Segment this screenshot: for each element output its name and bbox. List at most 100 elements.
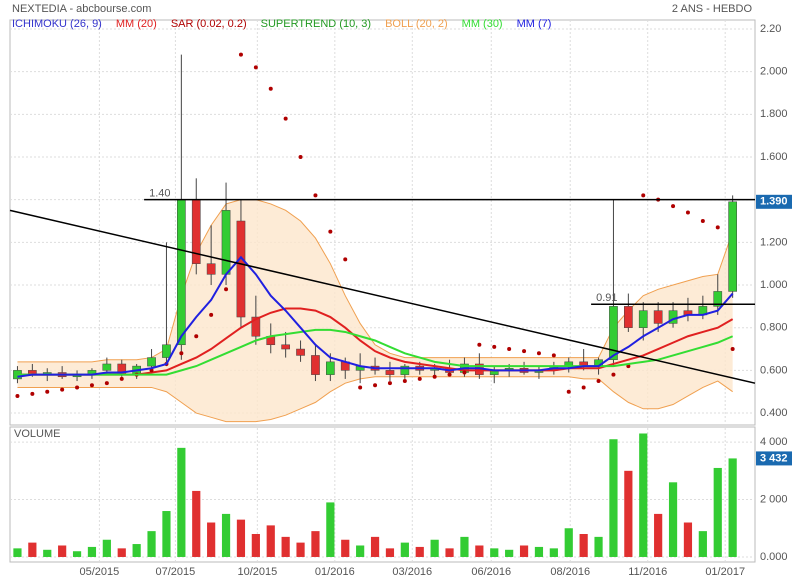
volume-bar <box>311 531 320 557</box>
volume-bar <box>415 546 424 557</box>
x-tick-label: 05/2015 <box>80 566 120 578</box>
volume-bar <box>147 531 156 557</box>
sar-dot <box>104 381 109 386</box>
bollinger-lower <box>17 376 733 423</box>
sar-dot <box>313 193 318 198</box>
sar-dot <box>30 391 35 396</box>
chart-title: NEXTEDIA - abcbourse.com <box>12 3 151 15</box>
sar-dot <box>253 65 258 70</box>
legend-entry: MM (20) <box>116 18 157 30</box>
sar-dot <box>343 257 348 262</box>
legend-entry: MM (30) <box>462 18 503 30</box>
candle-body <box>624 306 633 328</box>
candle-body <box>311 355 320 375</box>
volume-bar <box>207 522 216 557</box>
last-value-label: 3 432 <box>760 452 788 464</box>
volume-bar <box>296 542 305 557</box>
last-value-tag <box>756 451 792 466</box>
candle-body <box>147 357 156 367</box>
sar-dot <box>209 312 214 317</box>
sar-dot <box>730 347 735 352</box>
sar-dot <box>15 393 20 398</box>
volume-bar <box>579 534 588 557</box>
level-label: 1.40 <box>149 188 170 200</box>
volume-bar <box>221 513 231 557</box>
sar-dot <box>238 52 243 57</box>
sar-dot <box>402 379 407 384</box>
volume-bar <box>460 536 469 557</box>
volume-bar <box>534 546 544 557</box>
sar-dot <box>373 383 378 388</box>
sar-dot <box>298 154 303 159</box>
candle-body <box>251 316 261 337</box>
volume-bar <box>43 549 52 557</box>
volume-bar <box>683 522 693 557</box>
x-tick-label: 07/2015 <box>156 566 196 578</box>
volume-bar <box>668 482 678 557</box>
candle-body <box>609 306 618 360</box>
sar-dot <box>194 334 199 339</box>
sar-dot <box>119 376 124 381</box>
volume-bar <box>58 545 67 557</box>
legend-entry: ICHIMOKU (26, 9) <box>12 18 102 30</box>
legend-entry: SAR (0.02, 0.2) <box>171 18 247 30</box>
y-tick-label: 0.400 <box>760 407 788 419</box>
volume-bar <box>87 546 97 557</box>
sar-dot <box>447 372 452 377</box>
sar-dot <box>283 116 288 121</box>
sar-dot <box>671 204 676 209</box>
volume-bar <box>28 542 37 557</box>
y-tick-label: 2 000 <box>760 493 788 505</box>
legend-entry: SUPERTREND (10, 3) <box>261 18 371 30</box>
volume-bar <box>177 447 186 557</box>
volume-bar <box>132 544 141 557</box>
y-tick-label: 0.600 <box>760 364 788 376</box>
volume-bar <box>713 467 722 557</box>
sar-dot <box>387 381 392 386</box>
candle-body <box>102 363 112 371</box>
trendline <box>9 209 756 384</box>
candle-body <box>177 199 186 346</box>
volume-panel <box>9 426 756 563</box>
volume-bar <box>236 519 246 557</box>
sar-dot <box>581 385 586 390</box>
volume-bar <box>102 539 111 557</box>
volume-bar <box>624 470 633 557</box>
price-panel <box>9 19 756 426</box>
candle-body <box>206 263 216 275</box>
sar-dot <box>611 372 616 377</box>
candle-body <box>400 365 410 375</box>
volume-bar <box>564 528 573 557</box>
volume-bar <box>341 539 350 557</box>
volume-bar <box>251 534 260 557</box>
sar-dot <box>536 351 541 356</box>
volume-bar <box>519 545 529 557</box>
volume-bar <box>445 548 454 557</box>
x-tick-label: 10/2015 <box>237 566 277 578</box>
volume-bar <box>594 536 603 557</box>
x-tick-label: 03/2016 <box>392 566 432 578</box>
volume-bar <box>475 545 484 557</box>
sar-dot <box>715 225 720 230</box>
candle-body <box>713 291 723 307</box>
y-tick-label: 1.000 <box>760 279 788 291</box>
chart-subtitle: 2 ANS - HEBDO <box>672 3 753 15</box>
sar-dot <box>507 347 512 352</box>
sar-dot <box>522 349 527 354</box>
candle-body <box>296 348 305 356</box>
y-tick-label: 2.20 <box>760 23 781 35</box>
y-tick-label: 0.000 <box>760 551 788 563</box>
candle-body <box>162 344 171 358</box>
x-tick-label: 06/2016 <box>471 566 511 578</box>
sar-dot <box>566 389 571 394</box>
sar-dot <box>358 385 363 390</box>
x-tick-label: 11/2016 <box>628 566 667 578</box>
sar-dot <box>596 379 601 384</box>
sar-dot <box>700 219 705 224</box>
volume-bar <box>728 458 737 557</box>
volume-bar <box>490 548 499 557</box>
volume-bar <box>639 433 648 557</box>
volume-bar <box>326 502 335 557</box>
x-tick-label: 08/2016 <box>550 566 590 578</box>
volume-bar <box>162 511 171 557</box>
